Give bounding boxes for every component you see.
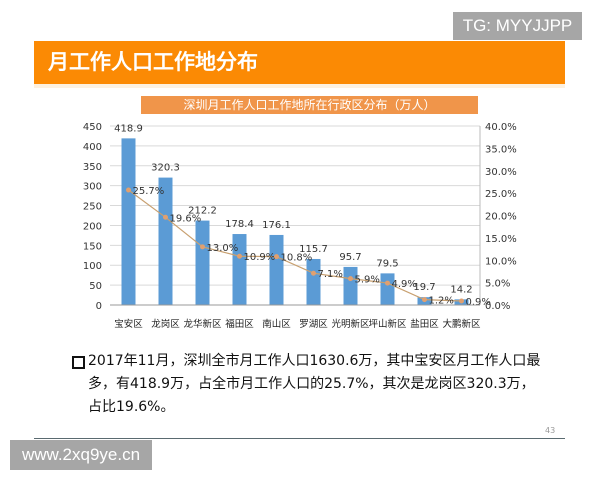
bar bbox=[158, 177, 173, 305]
x-tick-label: 南山区 bbox=[262, 318, 291, 330]
footer-divider bbox=[34, 438, 565, 439]
x-tick-label: 福田区 bbox=[225, 318, 254, 330]
line-point bbox=[385, 280, 390, 286]
bar-data-label: 418.9 bbox=[114, 123, 143, 134]
line-data-label: 1.2% bbox=[429, 296, 454, 307]
y-left-tick-label: 400 bbox=[83, 142, 102, 153]
note-text: 2017年11月，深圳全市月工作人口1630.6万，其中宝安区月工作人口最多，有… bbox=[88, 353, 541, 415]
x-tick-label: 光明新区 bbox=[331, 318, 370, 330]
bar-data-label: 95.7 bbox=[339, 252, 361, 263]
bar-data-label: 320.3 bbox=[151, 163, 180, 174]
bar-data-label: 19.7 bbox=[413, 282, 435, 293]
x-tick-label: 龙岗区 bbox=[151, 318, 180, 330]
line-point bbox=[237, 253, 242, 259]
y-left-tick-label: 350 bbox=[83, 162, 102, 173]
watermark-top: TG: MYYJJPP bbox=[453, 12, 582, 40]
y-left-tick-label: 150 bbox=[83, 241, 102, 252]
y-left-tick-label: 300 bbox=[83, 182, 102, 193]
line-data-label: 13.0% bbox=[207, 243, 239, 254]
note-paragraph: 2017年11月，深圳全市月工作人口1630.6万，其中宝安区月工作人口最多，有… bbox=[72, 350, 542, 419]
y-right-tick-label: 15.0% bbox=[485, 234, 517, 245]
line-point bbox=[311, 270, 316, 276]
y-right-tick-label: 10.0% bbox=[485, 256, 517, 267]
line-point bbox=[163, 214, 168, 220]
y-right-tick-label: 5.0% bbox=[485, 279, 510, 290]
bar-data-label: 14.2 bbox=[450, 284, 472, 295]
bar-data-label: 115.7 bbox=[299, 244, 328, 255]
line-point bbox=[126, 187, 131, 193]
bar-data-label: 79.5 bbox=[376, 258, 398, 269]
y-right-tick-label: 25.0% bbox=[485, 189, 517, 200]
bullet-square-icon bbox=[72, 356, 85, 369]
line-point bbox=[348, 276, 353, 282]
y-left-tick-label: 250 bbox=[83, 202, 102, 213]
y-left-tick-label: 0 bbox=[96, 301, 102, 312]
y-right-tick-label: 35.0% bbox=[485, 144, 517, 155]
x-tick-label: 坪山新区 bbox=[368, 318, 407, 330]
bar bbox=[195, 220, 210, 305]
line-data-label: 10.8% bbox=[281, 253, 313, 264]
chart-title: 深圳月工作人口工作地所在行政区分布（万人） bbox=[141, 96, 478, 114]
y-right-tick-label: 40.0% bbox=[485, 122, 517, 133]
bar bbox=[269, 234, 284, 305]
x-tick-label: 大鹏新区 bbox=[442, 318, 481, 330]
y-left-tick-label: 50 bbox=[89, 281, 102, 292]
x-tick-label: 盐田区 bbox=[410, 318, 439, 330]
y-left-tick-label: 200 bbox=[83, 221, 102, 232]
line-data-label: 4.9% bbox=[392, 279, 417, 290]
y-right-tick-label: 20.0% bbox=[485, 212, 517, 223]
page-title: 月工作人口工作地分布 bbox=[34, 41, 565, 84]
line-point bbox=[200, 244, 205, 250]
x-tick-label: 宝安区 bbox=[114, 318, 143, 330]
y-left-tick-label: 100 bbox=[83, 261, 102, 272]
line-data-label: 19.6% bbox=[170, 213, 202, 224]
y-right-tick-label: 30.0% bbox=[485, 167, 517, 178]
x-tick-label: 龙华新区 bbox=[183, 318, 222, 330]
x-tick-label: 罗湖区 bbox=[299, 319, 328, 330]
line-point bbox=[459, 298, 464, 304]
line-data-label: 5.9% bbox=[355, 275, 380, 286]
header-divider bbox=[34, 84, 565, 88]
bar bbox=[306, 258, 321, 305]
line-series bbox=[128, 189, 462, 302]
bar bbox=[121, 138, 136, 305]
bar bbox=[232, 234, 247, 305]
line-data-label: 0.9% bbox=[466, 297, 491, 308]
bar-data-label: 176.1 bbox=[262, 220, 291, 231]
y-right-tick-label: 0.0% bbox=[485, 301, 510, 312]
bar bbox=[380, 273, 395, 305]
watermark-bottom: www.2xq9ye.cn bbox=[10, 440, 152, 470]
bar-data-label: 212.2 bbox=[188, 206, 217, 217]
line-point bbox=[274, 254, 279, 260]
line-data-label: 7.1% bbox=[318, 269, 343, 280]
line-data-label: 25.7% bbox=[133, 186, 165, 197]
line-point bbox=[422, 297, 427, 303]
bar bbox=[343, 266, 358, 305]
y-left-tick-label: 450 bbox=[83, 122, 102, 133]
bar-data-label: 178.4 bbox=[225, 219, 254, 230]
page-number: 43 bbox=[545, 426, 556, 435]
line-data-label: 10.9% bbox=[244, 252, 276, 263]
